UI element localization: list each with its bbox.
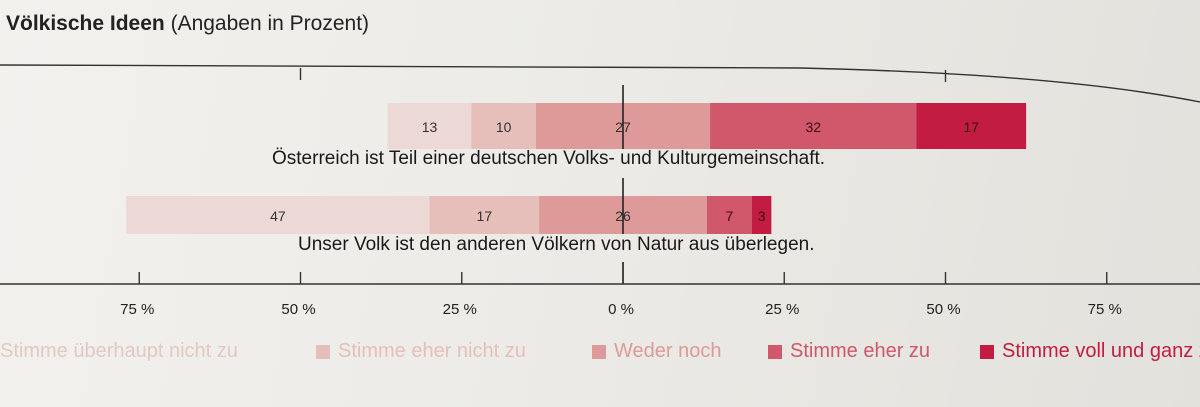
legend-swatch (768, 344, 782, 359)
data-label: 7 (726, 208, 734, 224)
x-tick-label: 0 % (608, 301, 634, 318)
x-tick-label: 50 % (926, 301, 960, 318)
top-axis-line (0, 64, 1200, 103)
x-tick-label: 75 % (1088, 301, 1122, 318)
legend-swatch (592, 344, 606, 359)
chart-title-main: Völkische Ideen (6, 12, 165, 35)
bar-segment (471, 103, 536, 149)
category-label: Unser Volk ist den anderen Völkern von N… (298, 234, 814, 255)
data-label: 47 (270, 208, 286, 224)
legend-label: Stimme eher nicht zu (338, 340, 526, 362)
bar-segment (710, 103, 917, 149)
bar-segment (706, 196, 752, 234)
x-tick-label: 50 % (281, 301, 315, 318)
bar-segment (387, 103, 472, 149)
chart-legend: Stimme überhaupt nicht zu Stimme eher nic… (0, 340, 1200, 370)
legend-item: Stimme voll und ganz zu (980, 340, 1200, 363)
x-tick-label: 25 % (443, 301, 477, 318)
data-label: 10 (496, 119, 512, 135)
bar-segment (126, 196, 430, 234)
x-tick-label: 25 % (765, 301, 799, 318)
legend-label: Weder noch (614, 340, 722, 362)
legend-label: Stimme voll und ganz zu (1002, 340, 1200, 362)
data-label: 17 (477, 208, 493, 224)
legend-item: Stimme eher nicht zu (316, 340, 526, 363)
data-label: 32 (805, 119, 821, 135)
bar-segment (916, 103, 1027, 149)
legend-label: Stimme eher zu (790, 340, 931, 362)
legend-label: Stimme überhaupt nicht zu (0, 340, 238, 362)
data-label: 17 (964, 119, 980, 135)
x-tick-label: 75 % (120, 301, 154, 318)
legend-swatch (316, 344, 330, 359)
legend-item: Stimme eher zu (768, 340, 930, 363)
legend-swatch (980, 344, 994, 359)
data-label: 3 (758, 208, 766, 224)
data-label: 13 (422, 119, 438, 135)
chart-title: Völkische Ideen (Angaben in Prozent) (6, 12, 369, 36)
legend-item: Stimme überhaupt nicht zu (0, 340, 238, 363)
legend-item: Weder noch (592, 340, 721, 363)
bar-segment (429, 196, 540, 234)
bar-segment (752, 196, 772, 234)
chart-subtitle: (Angaben in Prozent) (170, 12, 370, 35)
category-label: Österreich ist Teil einer deutschen Volk… (272, 148, 825, 169)
